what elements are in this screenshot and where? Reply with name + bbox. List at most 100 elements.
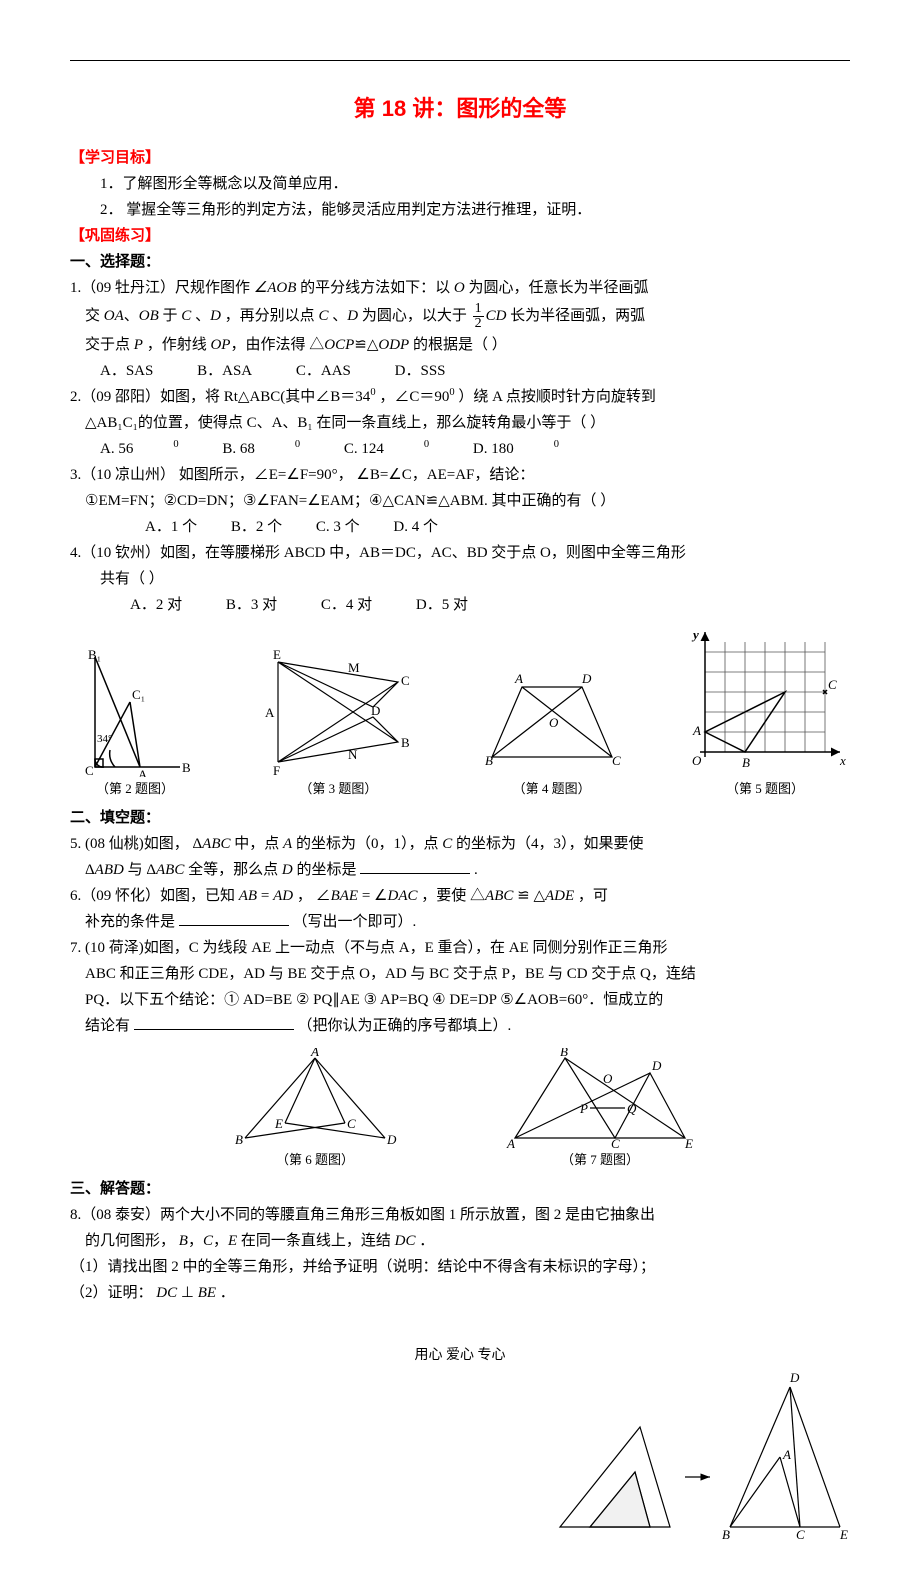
- svg-text:C₁: C₁: [132, 687, 145, 702]
- svg-text:D: D: [651, 1058, 662, 1073]
- q6-text2: 补充的条件是 （写出一个即可）.: [85, 910, 850, 934]
- fraction-half: 12: [473, 302, 484, 331]
- q1-d: D．SSS: [395, 359, 446, 383]
- cap-q4: （第 4 题图）: [477, 779, 627, 800]
- q2-t2: ，∠C＝90: [379, 389, 449, 405]
- cap-q7: （第 7 题图）: [495, 1150, 705, 1171]
- practice-head: 【巩固练习】: [70, 228, 160, 244]
- q3-c: C. 3 个: [316, 515, 360, 539]
- svg-text:D: D: [386, 1132, 397, 1147]
- svg-text:y: y: [691, 627, 699, 642]
- svg-q8: D A B C E: [540, 1367, 860, 1547]
- svg-text:A: A: [506, 1136, 515, 1148]
- q7-l3: PQ．以下五个结论：① AD=BE ② PQ∥AE ③ AP=BQ ④ DE=D…: [85, 988, 850, 1012]
- q5-text2: ΔABD 与 ΔABC 全等，那么点 D 的坐标是 .: [85, 858, 850, 882]
- svg-text:A: A: [782, 1447, 791, 1462]
- svg-text:P: P: [579, 1101, 588, 1116]
- q8-l1: 8.（08 泰安）两个大小不同的等腰直角三角形三角板如图 1 所示放置，图 2 …: [70, 1203, 850, 1227]
- svg-text:C: C: [611, 1136, 620, 1148]
- q1-line2: 交 OA、OB 于 C 、D ，再分别以点 C 、D 为圆心，以大于 12CD …: [85, 302, 850, 331]
- svg-text:34°: 34°: [97, 733, 112, 745]
- q7-l2: ABC 和正三角形 CDE，AD 与 BE 交于点 O，AD 与 BC 交于点 …: [85, 962, 850, 986]
- svg-text:D: D: [789, 1370, 800, 1385]
- q1-l2a: 交: [85, 308, 100, 324]
- q3-a: A．1 个: [145, 515, 197, 539]
- cap-q3: （第 3 题图）: [253, 779, 423, 800]
- svg-text:D: D: [371, 703, 380, 718]
- svg-text:B: B: [235, 1132, 243, 1147]
- q3-line2: ①EM=FN；②CD=DN；③∠FAN=∠EAM；④△CAN≌△ABM. 其中正…: [85, 489, 850, 513]
- svg-text:E: E: [274, 1116, 283, 1131]
- cap-q2: （第 2 题图）: [70, 779, 200, 800]
- q2-line2: △AB₁C₁的位置，使得点 C、A、B₁ 在同一条直线上，那么旋转角最小等于（ …: [85, 411, 850, 435]
- figure-q6: A E C B D （第 6 题图）: [215, 1048, 415, 1171]
- q4-options: A．2 对 B．3 对 C．4 对 D．5 对: [130, 593, 850, 617]
- svg-text:C: C: [347, 1116, 356, 1131]
- q5-text: 5. (08 仙桃)如图， ΔABC 中，点 A 的坐标为（0，1），点 C 的…: [70, 832, 850, 856]
- q4-b: B．3 对: [226, 593, 277, 617]
- svg-q2: B₁ C₁ B C A 34°: [70, 647, 200, 777]
- q8-t2: 的几何图形，: [85, 1233, 175, 1249]
- svg-text:B: B: [722, 1527, 730, 1542]
- q1-l2c: ，再分别以点: [225, 308, 315, 324]
- q8-t3: 在同一条直线上，连结: [241, 1233, 391, 1249]
- svg-text:B: B: [742, 755, 750, 770]
- q6-t4: ，可: [578, 888, 608, 904]
- svg-text:x: x: [839, 753, 846, 768]
- q5-t5: 与: [128, 862, 143, 878]
- q4-d: D．5 对: [416, 593, 468, 617]
- figure-q4: A D O B C （第 4 题图）: [477, 667, 627, 800]
- cap-q5: （第 5 题图）: [680, 779, 850, 800]
- cap-q6: （第 6 题图）: [215, 1150, 415, 1171]
- q5-t7: 的坐标是: [296, 862, 356, 878]
- q2-d: D. 180: [473, 437, 514, 461]
- q8-l2: 的几何图形， B，C，E 在同一条直线上，连结 DC ．: [85, 1229, 850, 1253]
- svg-text:E: E: [684, 1136, 693, 1148]
- figure-row-1: B₁ C₁ B C A 34° （第 2 题图）: [70, 627, 850, 800]
- q7-l1: 7. (10 荷泽)如图，C 为线段 AE 上一动点（不与点 A，E 重合），在…: [70, 936, 850, 960]
- q1-m2: 为圆心，任意长为半径画弧: [468, 280, 648, 296]
- q8-t4: ．: [419, 1233, 434, 1249]
- q8-p1: （1）请找出图 2 中的全等三角形，并给予证明（说明：结论中不得含有未标识的字母…: [70, 1255, 850, 1279]
- q5-blank: [360, 858, 470, 874]
- svg-text:O: O: [549, 715, 559, 730]
- svg-text:D: D: [581, 671, 592, 686]
- svg-q4: A D O B C: [477, 667, 627, 777]
- q1-l3a: 交于点: [85, 337, 130, 353]
- q8-p2: （2）证明： DC ⊥ BE ．: [70, 1281, 850, 1305]
- svg-text:A: A: [265, 705, 275, 720]
- q6-t2: ，: [297, 888, 312, 904]
- q7-t5: （把你认为正确的序号都填上）.: [298, 1018, 512, 1034]
- q7-l4: 结论有 （把你认为正确的序号都填上）.: [85, 1014, 850, 1038]
- q1-l3c: 由作法得: [245, 337, 305, 353]
- svg-text:N: N: [348, 747, 358, 762]
- svg-text:O: O: [692, 753, 702, 768]
- svg-text:Q: Q: [627, 1101, 637, 1116]
- goal-2: 2． 掌握全等三角形的判定方法，能够灵活应用判定方法进行推理，证明．: [100, 198, 850, 222]
- svg-text:A: A: [514, 671, 523, 686]
- svg-text:O: O: [603, 1071, 613, 1086]
- q7-t4: 结论有: [85, 1018, 130, 1034]
- q7-blank: [134, 1014, 294, 1030]
- svg-text:A: A: [138, 767, 148, 777]
- q5-t2: 中，点: [234, 836, 279, 852]
- solve-head: 三、解答题：: [70, 1181, 160, 1197]
- svg-text:B₁: B₁: [88, 647, 101, 662]
- svg-text:C: C: [796, 1527, 805, 1542]
- figure-q8: D A B C E: [70, 1367, 850, 1547]
- svg-text:E: E: [839, 1527, 848, 1542]
- q4-c: C．4 对: [321, 593, 372, 617]
- svg-q7: B O D P Q A C E: [495, 1048, 705, 1148]
- q1-l2d: 为圆心，以大于: [362, 308, 467, 324]
- svg-text:F: F: [273, 763, 280, 777]
- doc-title: 第 18 讲：图形的全等: [70, 91, 850, 126]
- q6-t3: ，要使: [421, 888, 470, 904]
- q4-line2: 共有（ ）: [100, 567, 850, 591]
- q1-l3d: 的根据是（ ）: [413, 337, 507, 353]
- q4-line1: 4.（10 钦州）如图，在等腰梯形 ABCD 中，AB＝DC，AC、BD 交于点…: [70, 541, 850, 565]
- q6-text: 6.（09 怀化）如图，已知 AB = AD ， ∠BAE = ∠DAC ，要使…: [70, 884, 850, 908]
- q5-t8: .: [474, 862, 478, 878]
- fill-head: 二、填空题：: [70, 810, 160, 826]
- svg-text:B: B: [182, 760, 191, 775]
- figure-q3: E M C A D B N F （第 3 题图）: [253, 647, 423, 800]
